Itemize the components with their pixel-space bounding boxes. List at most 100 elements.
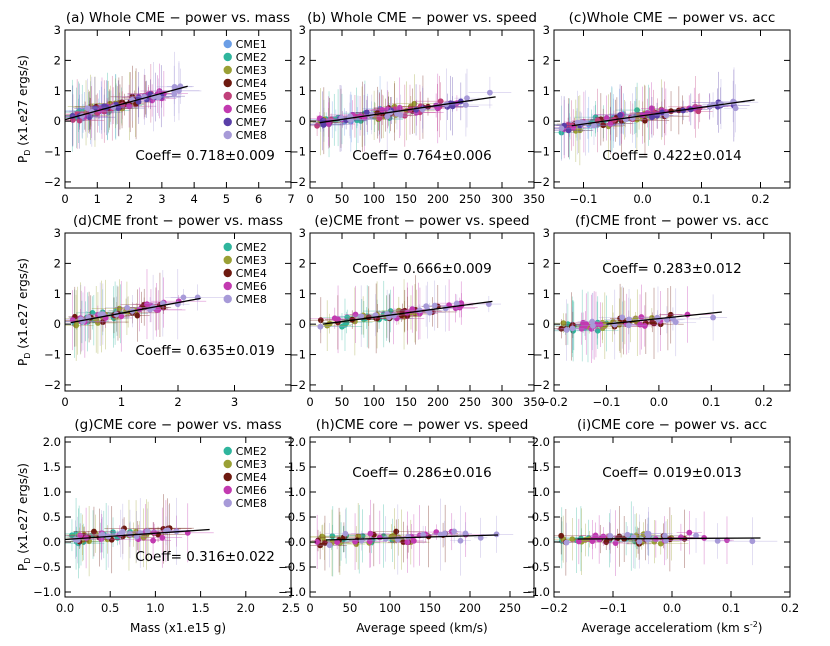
- point-cme8: [607, 532, 614, 539]
- y-tick-label: 1.5: [43, 460, 61, 474]
- x-tick-label: 250: [459, 192, 481, 206]
- y-tick-label: 2: [54, 53, 61, 67]
- point-cme4: [322, 540, 328, 547]
- point-cme8: [663, 112, 670, 119]
- coeff-label: Coeff= 0.286±0.016: [352, 465, 492, 481]
- x-tick-label: 2: [126, 192, 133, 206]
- y-tick-label: −0.5: [278, 560, 306, 574]
- legend-label: CME2: [236, 51, 267, 64]
- x-axis-label-acc: Average acceleratiom (km s-2): [582, 620, 763, 635]
- panel-title: (c)Whole CME − power vs. acc: [569, 10, 776, 26]
- point-cme6: [366, 538, 373, 545]
- point-cme8: [626, 316, 632, 323]
- x-tick-label: 4: [190, 192, 197, 206]
- y-axis-label: PD (x1.e27 ergs/s): [16, 258, 32, 366]
- y-tick-label: 3: [54, 226, 61, 240]
- x-tick-label: 250: [499, 601, 521, 615]
- legend-marker: [223, 130, 232, 140]
- point-cme8: [558, 125, 565, 132]
- point-cme6: [331, 315, 338, 322]
- x-tick-label: 0.1: [702, 395, 720, 409]
- y-tick-label: 2: [299, 53, 306, 67]
- legend-label: CME2: [236, 445, 267, 458]
- coeff-label: Coeff= 0.666±0.009: [352, 261, 492, 277]
- point-cme2: [594, 327, 601, 334]
- x-tick-label: 0.0: [663, 601, 681, 615]
- point-cme8: [84, 105, 91, 112]
- legend-marker: [223, 281, 232, 291]
- axes-frame: [309, 436, 535, 598]
- y-tick-label: 0.0: [532, 535, 550, 549]
- y-tick-label: −1.0: [278, 585, 306, 599]
- x-tick-label: −0.2: [540, 601, 568, 615]
- point-cme8: [171, 91, 178, 98]
- x-tick-label: 0.5: [101, 601, 119, 615]
- x-tick-label: 200: [427, 192, 449, 206]
- x-tick-label: 0.2: [781, 601, 799, 615]
- x-tick-label: −0.1: [570, 192, 598, 206]
- y-tick-label: 2.0: [532, 435, 550, 449]
- legend-label: CME8: [236, 497, 267, 510]
- panel-d: 0 1 2 3 −2 −1 0 1 2 3 (d)CME front − power vs. mas…: [16, 213, 292, 409]
- point-cme8: [644, 530, 651, 537]
- point-cme6: [607, 121, 614, 127]
- x-tick-label: 6: [255, 192, 262, 206]
- y-tick-label: 1.5: [288, 460, 306, 474]
- point-cme3: [569, 536, 576, 543]
- point-cme4: [603, 539, 610, 545]
- point-cme6: [684, 311, 691, 318]
- axes-frame: [553, 232, 791, 392]
- y-tick-label: 1: [54, 84, 61, 98]
- y-tick-label: −1: [533, 348, 550, 362]
- y-tick-label: 3: [299, 226, 306, 240]
- x-tick-label: 0: [61, 395, 68, 409]
- x-tick-label: 0.1: [692, 192, 710, 206]
- y-tick-label: 2: [543, 256, 550, 270]
- y-tick-label: 1.0: [288, 485, 306, 499]
- x-tick-label: −0.1: [599, 601, 627, 615]
- fit-line: [322, 300, 493, 325]
- points-e: [310, 275, 501, 356]
- point-cme6: [367, 530, 374, 537]
- point-cme4: [393, 528, 400, 535]
- point-cme8: [569, 325, 576, 332]
- legend-marker: [223, 242, 232, 252]
- fit-line: [571, 99, 755, 127]
- y-tick-label: 2: [54, 256, 61, 270]
- legend-marker: [223, 52, 232, 62]
- legend-marker: [223, 459, 232, 469]
- x-tick-label: 1.0: [146, 601, 164, 615]
- legend-label: CME4: [236, 267, 267, 280]
- legend-label: CME1: [236, 38, 267, 51]
- x-tick-label: 200: [427, 395, 449, 409]
- point-cme8: [749, 538, 756, 545]
- point-cme8: [672, 319, 679, 326]
- y-tick-label: −2: [289, 378, 306, 392]
- point-cme6: [641, 323, 648, 329]
- legend-label: CME4: [236, 77, 267, 90]
- y-tick-label: 1: [299, 84, 306, 98]
- panel-i: −0.2 −0.1 0.0 0.1 0.2 −1.0 −0.5 0.0 0.5 1.0 1.5 2.0…: [522, 417, 799, 615]
- point-cme6: [589, 536, 596, 543]
- axes-frame: [309, 29, 535, 189]
- point-cme8: [486, 89, 493, 96]
- y-tick-label: 0: [299, 317, 306, 331]
- y-tick-label: 2.0: [43, 435, 61, 449]
- point-cme8: [124, 304, 131, 311]
- point-cme4: [649, 319, 656, 326]
- legend-marker: [223, 65, 232, 75]
- point-cme8: [317, 323, 324, 330]
- point-cme6: [600, 533, 607, 540]
- point-cme8: [346, 116, 353, 123]
- coeff-label: Coeff= 0.422±0.014: [602, 148, 742, 164]
- legend-marker: [223, 446, 232, 456]
- point-cme8: [127, 531, 133, 537]
- point-cme5: [314, 122, 320, 129]
- coeff-label: Coeff= 0.019±0.013: [602, 465, 742, 481]
- point-cme8: [636, 538, 643, 545]
- point-cme8: [563, 539, 570, 546]
- point-cme6: [638, 314, 645, 320]
- x-tick-label: 1.5: [191, 601, 209, 615]
- y-tick-label: 2: [543, 53, 550, 67]
